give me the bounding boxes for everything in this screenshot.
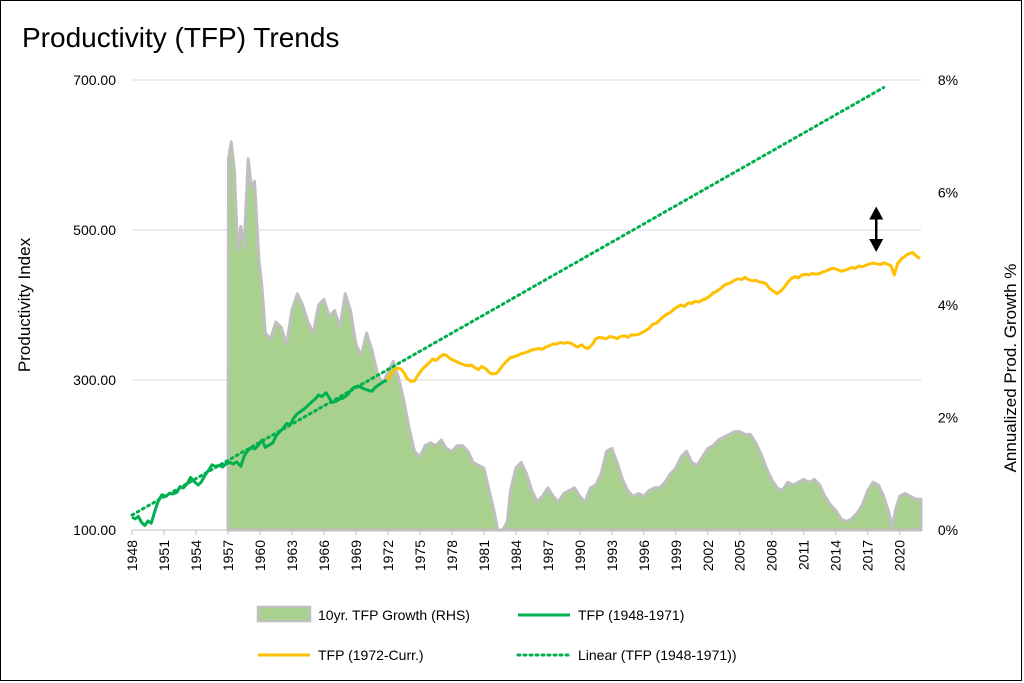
x-tick-label: 2005 bbox=[732, 540, 748, 571]
x-axis: 1948 1951 1954 1957 1960 1963 1966 1969 1972 1975… bbox=[124, 529, 921, 571]
x-tick-label: 2002 bbox=[700, 540, 716, 571]
x-tick-label: 1978 bbox=[444, 540, 460, 571]
y-tick-label: 700.00 bbox=[73, 72, 116, 88]
y-tick-label: 300.00 bbox=[73, 372, 116, 388]
y-tick-label: 100.00 bbox=[73, 522, 116, 538]
x-tick-label: 2017 bbox=[860, 540, 876, 571]
x-tick-label: 2011 bbox=[796, 540, 812, 570]
series-line-1 bbox=[131, 378, 388, 527]
y2-tick-label: 6% bbox=[938, 185, 958, 201]
x-tick-label: 1972 bbox=[380, 540, 396, 571]
x-tick-label: 1996 bbox=[636, 540, 652, 571]
x-tick-label: 1948 bbox=[124, 540, 140, 571]
x-tick-label: 2014 bbox=[828, 540, 844, 571]
x-tick-label: 1993 bbox=[604, 540, 620, 571]
x-tick-label: 1951 bbox=[156, 540, 172, 571]
line-series bbox=[130, 86, 921, 527]
x-tick-label: 1999 bbox=[668, 540, 684, 571]
legend-swatch-0 bbox=[256, 605, 312, 623]
legend: 10yr. TFP Growth (RHS) TFP (1948-1971) TFP… bbox=[256, 605, 736, 663]
x-tick-label: 1984 bbox=[508, 540, 524, 571]
y2-tick-label: 2% bbox=[938, 410, 958, 426]
y2-tick-label: 0% bbox=[938, 522, 958, 538]
x-tick-label: 2020 bbox=[892, 540, 908, 571]
x-tick-label: 1987 bbox=[540, 540, 556, 571]
annotation-arrow-head-down bbox=[869, 239, 884, 252]
y-axis-left: 100.00 300.00 500.00 700.00 bbox=[73, 72, 116, 538]
annotation-arrow-head-up bbox=[869, 206, 884, 220]
y2-tick-label: 8% bbox=[938, 72, 958, 88]
series-line-3 bbox=[130, 86, 886, 517]
legend-label-2: TFP (1972-Curr.) bbox=[318, 647, 424, 663]
legend-label-1: TFP (1948-1971) bbox=[578, 607, 684, 623]
y-axis-right: 0% 2% 4% 6% 8% bbox=[938, 72, 958, 538]
x-tick-label: 1981 bbox=[476, 540, 492, 571]
x-tick-label: 1957 bbox=[220, 540, 236, 571]
y2-tick-label: 4% bbox=[938, 297, 958, 313]
x-tick-label: 1969 bbox=[348, 540, 364, 571]
x-tick-label: 2008 bbox=[764, 540, 780, 571]
series-line-2 bbox=[385, 251, 921, 383]
y-axis-title: Productivity Index bbox=[15, 237, 34, 372]
annotations bbox=[869, 206, 884, 252]
x-tick-label: 1975 bbox=[412, 540, 428, 571]
x-tick-label: 1954 bbox=[188, 540, 204, 571]
series-area-0 bbox=[226, 140, 923, 532]
y2-axis-title: Annualized Prod. Growth % bbox=[1001, 264, 1020, 473]
chart-title: Productivity (TFP) Trends bbox=[22, 22, 340, 53]
x-tick-label: 1966 bbox=[316, 540, 332, 571]
x-tick-label: 1990 bbox=[572, 540, 588, 571]
x-tick-label: 1960 bbox=[252, 540, 268, 571]
y-tick-label: 500.00 bbox=[73, 222, 116, 238]
legend-label-0: 10yr. TFP Growth (RHS) bbox=[318, 607, 470, 623]
legend-label-3: Linear (TFP (1948-1971)) bbox=[578, 647, 736, 663]
x-tick-label: 1963 bbox=[284, 540, 300, 571]
area-series-10yr-growth bbox=[226, 140, 923, 532]
